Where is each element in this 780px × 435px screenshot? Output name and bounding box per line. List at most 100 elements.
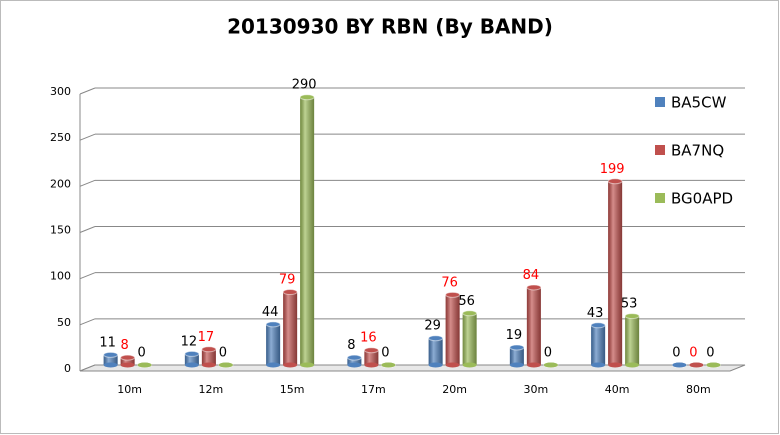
grid-line-depth: [79, 87, 96, 95]
bar-shade: [184, 353, 199, 365]
bar-shade: [283, 292, 298, 365]
value-label: 0: [544, 346, 552, 361]
y-tick-label: 150: [50, 224, 71, 237]
value-label: 17: [198, 330, 215, 345]
bar-shade: [509, 347, 524, 365]
value-label: 0: [381, 346, 389, 361]
bar-cap: [590, 322, 606, 329]
bar-cap: [299, 94, 315, 101]
bar-shade: [120, 357, 135, 365]
bar-base: [201, 362, 216, 368]
bar-cap: [462, 310, 478, 317]
bar-cap: [526, 284, 542, 291]
grid-line-depth: [79, 318, 96, 326]
bar-cap: [445, 291, 461, 298]
value-label: 19: [506, 328, 523, 343]
bar-shade: [201, 349, 216, 365]
bar-base: [218, 362, 233, 368]
value-label: 0: [689, 346, 697, 361]
bar-shade: [300, 97, 315, 365]
bar-cap: [265, 321, 281, 328]
grid-line-depth: [79, 179, 96, 187]
value-label: 29: [424, 319, 441, 334]
legend-swatch: [655, 97, 665, 107]
bar-base: [381, 362, 396, 368]
legend-label: BA5CW: [671, 94, 727, 112]
y-tick-label: 300: [50, 85, 71, 98]
bar-shade: [445, 294, 460, 365]
value-label: 8: [120, 338, 128, 353]
value-label: 56: [458, 294, 475, 309]
floor: [79, 364, 746, 372]
bar-shade: [625, 316, 640, 365]
bar-cap: [201, 346, 217, 353]
value-label: 8: [347, 338, 355, 353]
bar-cap: [509, 344, 525, 351]
bar-base: [347, 362, 362, 368]
y-tick-label: 200: [50, 177, 71, 190]
x-tick-label: 15m: [280, 383, 305, 396]
grid-line-depth: [79, 133, 96, 141]
bar-shade: [608, 181, 623, 365]
legend-label: BA7NQ: [671, 142, 724, 160]
value-label: 0: [672, 346, 680, 361]
bar-base: [103, 362, 118, 368]
y-tick-label: 0: [64, 362, 71, 375]
value-label: 0: [137, 346, 145, 361]
bar-base: [672, 362, 687, 368]
bar-base: [184, 362, 199, 368]
bar-base: [543, 362, 558, 368]
bar-shade: [103, 354, 118, 365]
bar-cap: [428, 335, 444, 342]
value-label: 44: [262, 305, 279, 320]
bar-base: [608, 362, 623, 368]
value-label: 79: [279, 273, 296, 288]
legend-label: BG0APD: [671, 190, 733, 208]
bar-cap: [363, 347, 379, 354]
bar-shade: [462, 313, 477, 365]
x-tick-label: 80m: [686, 383, 711, 396]
x-tick-label: 40m: [605, 383, 630, 396]
bar-base: [509, 362, 524, 368]
value-label: 11: [99, 335, 116, 350]
bar-cap: [184, 350, 200, 357]
x-tick-label: 17m: [361, 383, 386, 396]
bar-shade: [347, 357, 362, 365]
value-label: 76: [441, 275, 458, 290]
bar-base: [689, 362, 704, 368]
bar-cap: [346, 354, 362, 361]
legend-swatch: [655, 193, 665, 203]
value-label: 16: [360, 331, 377, 346]
bar-cap: [103, 351, 119, 358]
bar-cap: [607, 178, 623, 185]
bar-base: [462, 362, 477, 368]
chart-title: 20130930 BY RBN (By BAND): [227, 15, 553, 39]
y-tick-label: 250: [50, 131, 71, 144]
value-label: 199: [600, 162, 625, 177]
bar-shade: [364, 350, 379, 365]
y-tick-label: 100: [50, 270, 71, 283]
x-tick-label: 20m: [442, 383, 467, 396]
bar-shade: [428, 338, 443, 365]
value-label: 0: [219, 346, 227, 361]
bar-base: [120, 362, 135, 368]
value-label: 53: [621, 297, 638, 312]
bar-base: [591, 362, 606, 368]
bar-shade: [591, 325, 606, 365]
value-label: 84: [523, 268, 540, 283]
x-tick-label: 12m: [199, 383, 224, 396]
y-tick-label: 50: [57, 316, 71, 329]
bar-base: [428, 362, 443, 368]
bar-shade: [266, 324, 281, 365]
bar-cap: [624, 313, 640, 320]
value-label: 43: [587, 306, 604, 321]
legend-swatch: [655, 145, 665, 155]
x-tick-label: 30m: [524, 383, 549, 396]
bar-cap: [120, 354, 136, 361]
value-label: 290: [292, 78, 317, 93]
bar-base: [706, 362, 721, 368]
bar-base: [364, 362, 379, 368]
bar-base: [283, 362, 298, 368]
bar-base: [300, 362, 315, 368]
